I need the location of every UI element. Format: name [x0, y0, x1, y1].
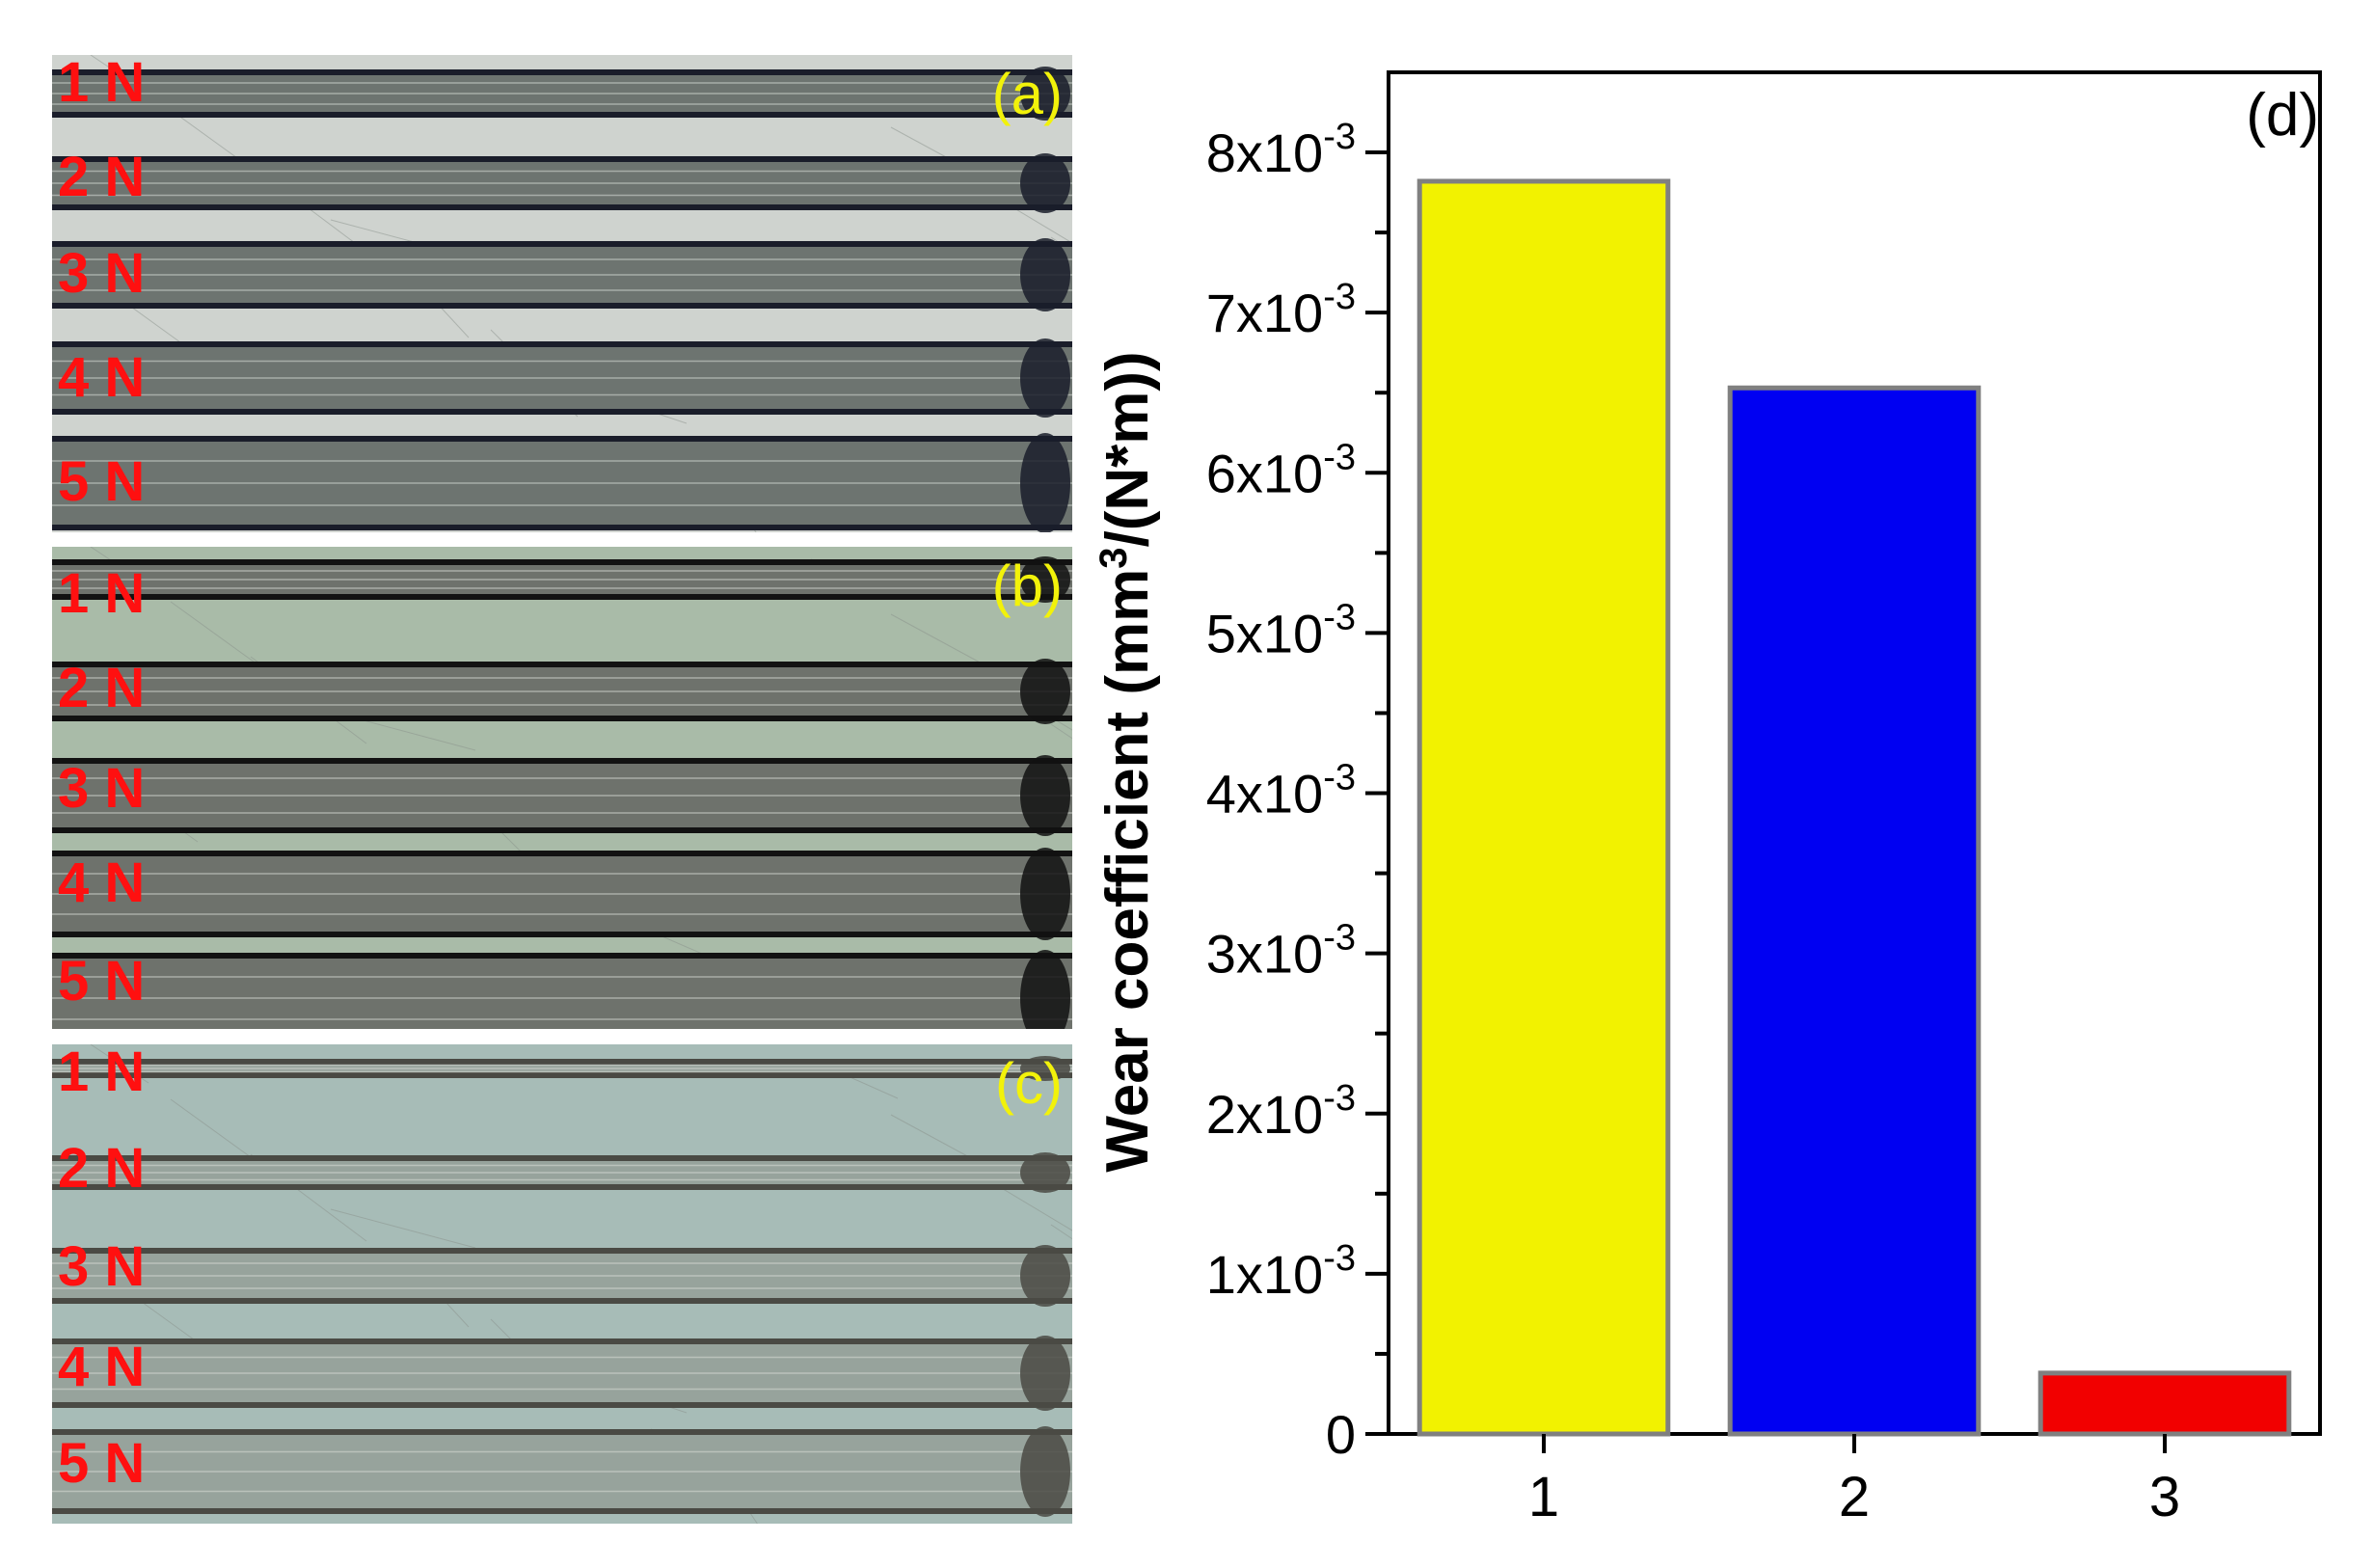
wear-track-edge-bottom [52, 827, 1072, 833]
x-ticks-group: 1 2 3 [1528, 1434, 2180, 1528]
wear-track-edge-bottom [52, 1402, 1072, 1408]
load-label-b-1: 1 N [58, 562, 146, 625]
micrograph-panel-c: (c) 1 N 2 N 3 N 4 N 5 N [52, 1044, 1072, 1524]
wear-track-edge-top [52, 559, 1072, 565]
y-tick-label-3: 3x10-3 [1206, 918, 1356, 985]
wear-track-edge-top [52, 1248, 1072, 1254]
track-end-debris [1020, 1426, 1070, 1517]
y-tick-label-7: 7x10-3 [1206, 277, 1356, 343]
y-tick-label-8: 8x10-3 [1206, 117, 1356, 183]
load-label-b-5: 5 N [58, 950, 146, 1013]
wear-track-edge-top [52, 69, 1072, 75]
track-end-debris [1020, 950, 1070, 1029]
x-tick-label-2: 2 [1839, 1466, 1870, 1528]
y-tick-label-2: 2x10-3 [1206, 1078, 1356, 1145]
wear-track-edge-top [52, 662, 1072, 667]
x-tick-label-3: 3 [2149, 1466, 2180, 1528]
wear-track-edge-bottom [52, 1072, 1072, 1078]
track-end-debris [1020, 433, 1070, 532]
load-label-b-4: 4 N [58, 852, 146, 914]
load-label-a-2: 2 N [58, 146, 146, 208]
load-label-c-2: 2 N [58, 1137, 146, 1200]
wear-track-edge-top [52, 156, 1072, 162]
wear-track-edge-bottom [52, 594, 1072, 600]
y-tick-label-0: 0 [1326, 1404, 1356, 1465]
load-label-b-3: 3 N [58, 757, 146, 820]
wear-track-edge-top [52, 1059, 1072, 1065]
surface-scratch [1050, 1224, 1072, 1240]
load-label-a-1: 1 N [58, 55, 146, 114]
load-label-c-3: 3 N [58, 1235, 146, 1298]
y-tick-label-1: 1x10-3 [1206, 1238, 1356, 1305]
panel-letter-d: (d) [2246, 82, 2319, 149]
surface-scratch [170, 601, 258, 665]
wear-track-edge-top [52, 851, 1072, 856]
load-label-c-4: 4 N [58, 1336, 146, 1398]
wear-track-edge-bottom [52, 1508, 1072, 1514]
track-end-debris [1020, 1056, 1070, 1081]
track-end-debris [1020, 1245, 1070, 1307]
y-ticks-group: 0 1x10-3 2x10-3 3x10-3 4x10-3 5x10-3 6x10-3 7x1… [1206, 117, 1389, 1465]
wear-track-edge-top [52, 758, 1072, 764]
wear-track-edge-bottom [52, 1298, 1072, 1304]
track-end-debris [1020, 1152, 1070, 1193]
panel-letter-b: (b) [991, 554, 1063, 618]
wear-track-edge-top [52, 341, 1072, 347]
track-end-debris [1020, 67, 1070, 121]
y-tick-label-5: 5x10-3 [1206, 597, 1356, 663]
track-end-debris [1020, 153, 1070, 213]
track-end-debris [1020, 755, 1070, 836]
wear-track-edge-top [52, 1429, 1072, 1435]
y-tick-label-6: 6x10-3 [1206, 437, 1356, 503]
wear-track-5 [52, 956, 1072, 1029]
load-label-a-3: 3 N [58, 242, 146, 305]
bar-3 [2037, 1370, 2292, 1437]
track-end-debris [1020, 556, 1070, 603]
surface-scratch [1050, 723, 1072, 740]
track-end-debris [1020, 238, 1070, 311]
y-axis-label: Wear coefficient (mm3/(N*m)) [1093, 351, 1161, 1172]
track-end-debris [1020, 659, 1070, 724]
wear-track-edge-bottom [52, 932, 1072, 937]
wear-track-edge-bottom [52, 716, 1072, 721]
wear-track-edge-bottom [52, 1184, 1072, 1190]
y-axis-label-sup: 3 [1093, 548, 1135, 569]
wear-track-edge-top [52, 953, 1072, 959]
wear-track-edge-bottom [52, 303, 1072, 309]
y-axis-label-main: Wear coefficient (mm [1094, 569, 1161, 1173]
load-label-c-5: 5 N [58, 1432, 146, 1495]
bar-2 [1727, 385, 1982, 1437]
wear-track-edge-bottom [52, 112, 1072, 118]
y-tick-label-4: 4x10-3 [1206, 758, 1356, 825]
track-end-debris [1020, 338, 1070, 418]
bar-1 [1416, 178, 1671, 1437]
bars-group [1416, 178, 2292, 1437]
surface-scratch [330, 1208, 476, 1249]
y-axis-label-end: /(N*m)) [1094, 351, 1161, 547]
surface-scratch [170, 1098, 258, 1163]
micrograph-image-a [52, 55, 1072, 532]
wear-track-edge-bottom [52, 204, 1072, 210]
load-label-a-4: 4 N [58, 346, 146, 409]
panel-letter-c: (c) [995, 1051, 1063, 1116]
panel-letter-a: (a) [991, 62, 1063, 126]
wear-track-edge-bottom [52, 525, 1072, 530]
micrograph-panel-a: (a) 1 N 2 N 3 N 4 N 5 N [52, 55, 1072, 532]
wear-track-edge-top [52, 1338, 1072, 1344]
wear-track-edge-top [52, 1155, 1072, 1161]
wear-track-edge-top [52, 436, 1072, 442]
x-tick-label-1: 1 [1528, 1466, 1559, 1528]
wear-track-edge-top [52, 241, 1072, 247]
load-label-b-2: 2 N [58, 657, 146, 719]
micrograph-image-c [52, 1044, 1072, 1524]
plot-frame [1387, 70, 2322, 1436]
track-end-debris [1020, 1336, 1070, 1411]
track-end-debris [1020, 848, 1070, 940]
load-label-a-5: 5 N [58, 450, 146, 513]
load-label-c-1: 1 N [58, 1044, 146, 1103]
micrograph-image-b [52, 547, 1072, 1029]
wear-track-edge-bottom [52, 409, 1072, 415]
micrograph-panel-b: (b) 1 N 2 N 3 N 4 N 5 N [52, 547, 1072, 1029]
